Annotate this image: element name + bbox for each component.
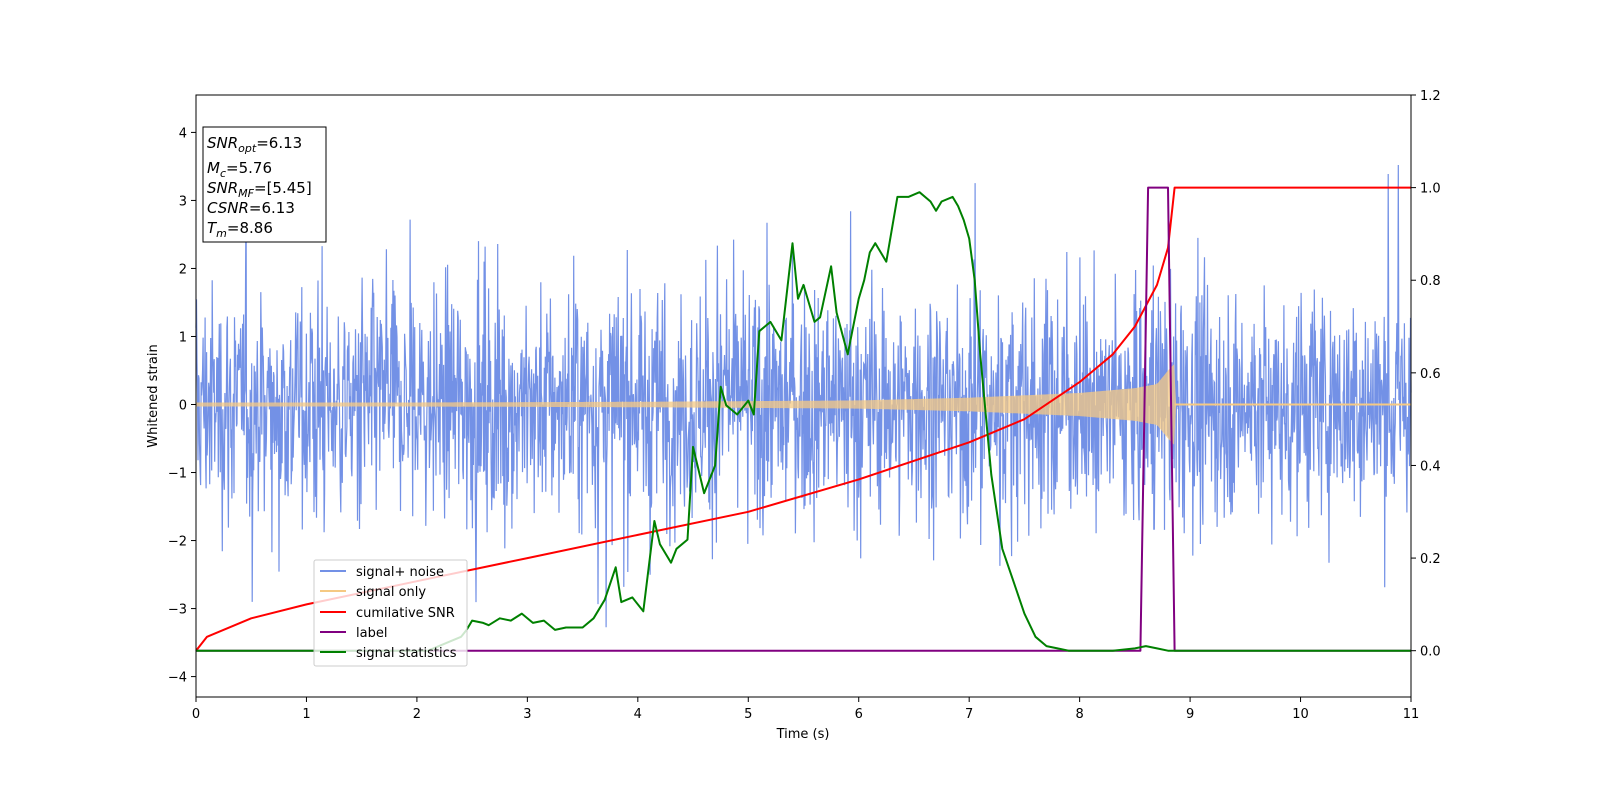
legend-label-signal-only: signal only (356, 585, 426, 600)
y-left-tick-label: 1 (179, 330, 187, 345)
x-tick-label: 10 (1292, 707, 1309, 722)
series-signal-statistics (196, 191, 1411, 652)
legend-label-cumulative-snr: cumilative SNR (356, 606, 455, 621)
legend: signal+ noise signal only cumilative SNR… (313, 559, 468, 667)
x-tick-label: 8 (1075, 707, 1083, 722)
annotation-snr-opt: SNRopt=6.13 (207, 134, 302, 155)
annotation-mc: Mc=5.76 (207, 159, 272, 180)
x-axis: 0 1 2 3 4 5 6 7 8 9 10 11 (192, 697, 1419, 722)
signal-only-envelope (196, 364, 1411, 445)
y-left-tick-label: 4 (179, 126, 187, 141)
x-tick-label: 3 (523, 707, 531, 722)
signal-noise-line (195, 164, 1412, 628)
annotation-tm: Tm=8.86 (207, 219, 273, 240)
y-left-tick-label: −2 (168, 535, 187, 550)
x-tick-label: 0 (192, 707, 200, 722)
legend-label-signal-statistics: signal statistics (356, 646, 457, 661)
y-axis-left-title: Whitened strain (146, 344, 161, 447)
legend-label-signal-noise: signal+ noise (356, 565, 444, 580)
x-tick-label: 2 (413, 707, 421, 722)
legend-frame (313, 559, 468, 667)
legend-label-label: label (356, 626, 387, 641)
y-right-tick-label: 0.0 (1420, 645, 1441, 660)
y-right-tick-label: 0.6 (1420, 367, 1441, 382)
y-axis-right: 0.0 0.2 0.4 0.6 0.8 1.0 1.2 (1411, 89, 1441, 660)
signal-statistics-line (196, 191, 1411, 652)
y-right-tick-label: 1.2 (1420, 89, 1441, 104)
y-left-tick-label: −4 (168, 671, 187, 686)
plot-frame (195, 94, 1412, 698)
y-left-tick-label: 3 (179, 194, 187, 209)
y-left-tick-label: −3 (168, 603, 187, 618)
x-tick-label: 5 (744, 707, 752, 722)
x-tick-label: 6 (855, 707, 863, 722)
y-right-tick-label: 0.8 (1420, 274, 1441, 289)
y-right-tick-label: 0.2 (1420, 552, 1441, 567)
annotation-box: SNRopt=6.13 Mc=5.76 SNRMF=[5.45] CSNR=6.… (202, 126, 327, 243)
y-axis-left: −4 −3 −2 −1 0 1 2 3 4 (168, 126, 196, 686)
x-tick-label: 7 (965, 707, 973, 722)
series-signal-noise (195, 164, 1412, 628)
series-cumulative-snr (195, 186, 1411, 652)
annotation-csnr: CSNR=6.13 (207, 199, 295, 217)
y-left-tick-label: 0 (179, 399, 187, 414)
x-tick-label: 4 (634, 707, 642, 722)
annotation-snr-mf: SNRMF=[5.45] (207, 179, 312, 200)
y-left-tick-label: 2 (179, 262, 187, 277)
x-tick-label: 9 (1186, 707, 1194, 722)
y-right-tick-label: 1.0 (1420, 182, 1441, 197)
x-tick-label: 11 (1403, 707, 1420, 722)
x-tick-label: 1 (302, 707, 310, 722)
cumulative-snr-line (195, 186, 1411, 652)
x-axis-title: Time (s) (776, 727, 830, 742)
y-left-tick-label: −1 (168, 467, 187, 482)
series-signal-only (196, 364, 1411, 445)
y-right-tick-label: 0.4 (1420, 459, 1441, 474)
